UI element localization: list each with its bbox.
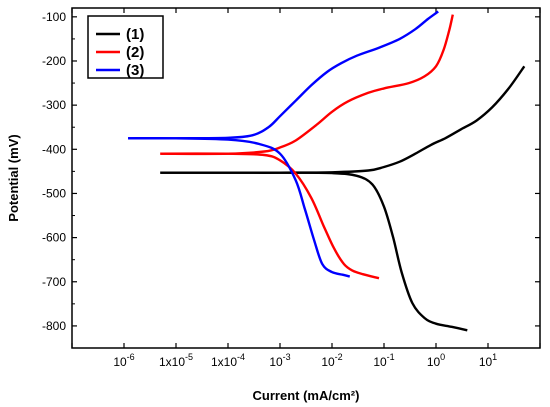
series-1-anodic-line bbox=[160, 65, 526, 174]
series-2-cathodic-line bbox=[160, 152, 380, 280]
y-tick-label: -300 bbox=[42, 98, 66, 112]
legend-box bbox=[87, 15, 164, 79]
plot-area: -100 -200 -300 -400 -500 -600 -700 -800 10-6 1x10… bbox=[6, 7, 541, 403]
x-tick-label: 10-1 bbox=[373, 352, 394, 369]
series-1-cathodic-line bbox=[160, 171, 468, 332]
y-tick-label: -500 bbox=[42, 186, 66, 200]
x-tick-label: 10-3 bbox=[269, 352, 290, 369]
y-tick-label: -100 bbox=[42, 10, 66, 24]
x-tick-label: 10-2 bbox=[321, 352, 342, 369]
legend: (1)(2)(3) bbox=[87, 15, 164, 79]
plot-frame bbox=[71, 7, 541, 349]
series-3-cathodic-line bbox=[128, 136, 351, 278]
x-tick-label: 10-6 bbox=[113, 352, 134, 369]
y-tick-label: -700 bbox=[42, 275, 66, 289]
y-tick-label: -800 bbox=[42, 319, 66, 333]
legend-label-3: (3) bbox=[126, 62, 144, 79]
y-tick-label: -600 bbox=[42, 231, 66, 245]
x-axis-title: Current (mA/cm²) bbox=[253, 388, 360, 403]
legend-label-1: (1) bbox=[126, 26, 144, 43]
legend-label-2: (2) bbox=[126, 44, 144, 61]
x-tick-label: 101 bbox=[479, 352, 497, 369]
series-2-anodic-line bbox=[160, 14, 454, 156]
x-tick-label: 1x10-5 bbox=[159, 352, 193, 369]
curves bbox=[128, 10, 526, 332]
y-axis-title: Potential (mV) bbox=[6, 134, 21, 221]
y-tick-label: -400 bbox=[42, 142, 66, 156]
y-tick-label: -200 bbox=[42, 54, 66, 68]
x-tick-label: 1x10-4 bbox=[211, 352, 245, 369]
series-3-anodic-line bbox=[128, 10, 439, 140]
x-tick-label: 100 bbox=[427, 352, 445, 369]
